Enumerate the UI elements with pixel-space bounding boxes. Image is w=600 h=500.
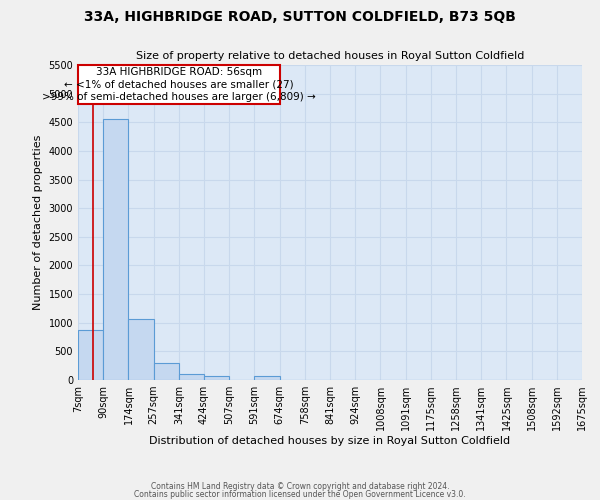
Bar <box>128 320 154 380</box>
Text: 33A, HIGHBRIDGE ROAD, SUTTON COLDFIELD, B73 5QB: 33A, HIGHBRIDGE ROAD, SUTTON COLDFIELD, … <box>84 10 516 24</box>
X-axis label: Distribution of detached houses by size in Royal Sutton Coldfield: Distribution of detached houses by size … <box>149 436 511 446</box>
Bar <box>204 376 229 380</box>
Text: Contains public sector information licensed under the Open Government Licence v3: Contains public sector information licen… <box>134 490 466 499</box>
Text: ← <1% of detached houses are smaller (27): ← <1% of detached houses are smaller (27… <box>64 80 293 90</box>
Text: Contains HM Land Registry data © Crown copyright and database right 2024.: Contains HM Land Registry data © Crown c… <box>151 482 449 491</box>
Title: Size of property relative to detached houses in Royal Sutton Coldfield: Size of property relative to detached ho… <box>136 52 524 62</box>
Bar <box>78 330 103 380</box>
Text: >99% of semi-detached houses are larger (6,809) →: >99% of semi-detached houses are larger … <box>42 92 316 102</box>
Y-axis label: Number of detached properties: Number of detached properties <box>33 135 43 310</box>
FancyBboxPatch shape <box>78 65 280 104</box>
Bar <box>154 364 179 380</box>
Bar <box>179 374 204 380</box>
Bar <box>103 120 128 380</box>
Bar <box>254 376 280 380</box>
Text: 33A HIGHBRIDGE ROAD: 56sqm: 33A HIGHBRIDGE ROAD: 56sqm <box>96 67 262 77</box>
